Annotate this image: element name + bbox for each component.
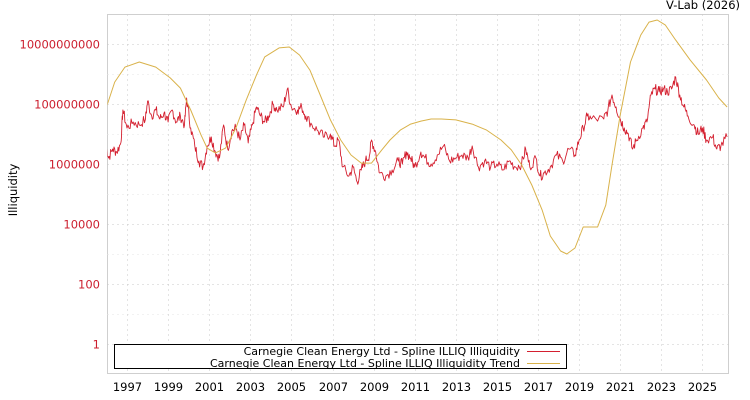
y-tick-label: 10000	[63, 218, 100, 232]
y-axis-label: Illiquidity	[6, 164, 20, 217]
x-tick-label: 2019	[565, 380, 594, 394]
x-tick-label: 2011	[401, 380, 430, 394]
legend-box	[114, 344, 567, 369]
illiquidity-line	[107, 76, 728, 185]
legend-label-illiquidity: Carnegie Clean Energy Ltd - Spline ILLIQ…	[244, 345, 521, 358]
y-tick-label: 100000000	[34, 98, 100, 112]
x-tick-label: 2005	[277, 380, 306, 394]
y-tick-label: 1000000	[49, 158, 100, 172]
x-tick-label: 1997	[113, 380, 142, 394]
x-axis-ticks: 1997 1999 2001 2003 2005 2007 2009 2011 2013 2015…	[113, 380, 717, 394]
chart-credit: V-Lab (2026)	[666, 0, 740, 12]
x-tick-label: 2013	[442, 380, 471, 394]
legend: Carnegie Clean Energy Ltd - Spline ILLIQ…	[114, 344, 567, 370]
x-tick-label: 2021	[606, 380, 635, 394]
x-tick-label: 1999	[154, 380, 183, 394]
x-tick-label: 2007	[319, 380, 348, 394]
x-tick-label: 2003	[236, 380, 265, 394]
x-tick-label: 2025	[688, 380, 717, 394]
series-lines	[107, 19, 728, 255]
y-tick-label: 10000000000	[20, 38, 100, 52]
x-tick-label: 2009	[360, 380, 389, 394]
illiquidity-trend-line	[107, 19, 728, 255]
y-tick-label: 100	[78, 278, 100, 292]
x-tick-label: 2023	[647, 380, 676, 394]
x-tick-label: 2001	[195, 380, 224, 394]
x-tick-label: 2015	[483, 380, 512, 394]
y-tick-label: 1	[93, 338, 100, 352]
y-axis-ticks: 1 100 10000 1000000 100000000 10000000000	[20, 38, 100, 352]
legend-label-trend: Carnegie Clean Energy Ltd - Spline ILLIQ…	[210, 357, 520, 370]
x-tick-label: 2017	[524, 380, 553, 394]
